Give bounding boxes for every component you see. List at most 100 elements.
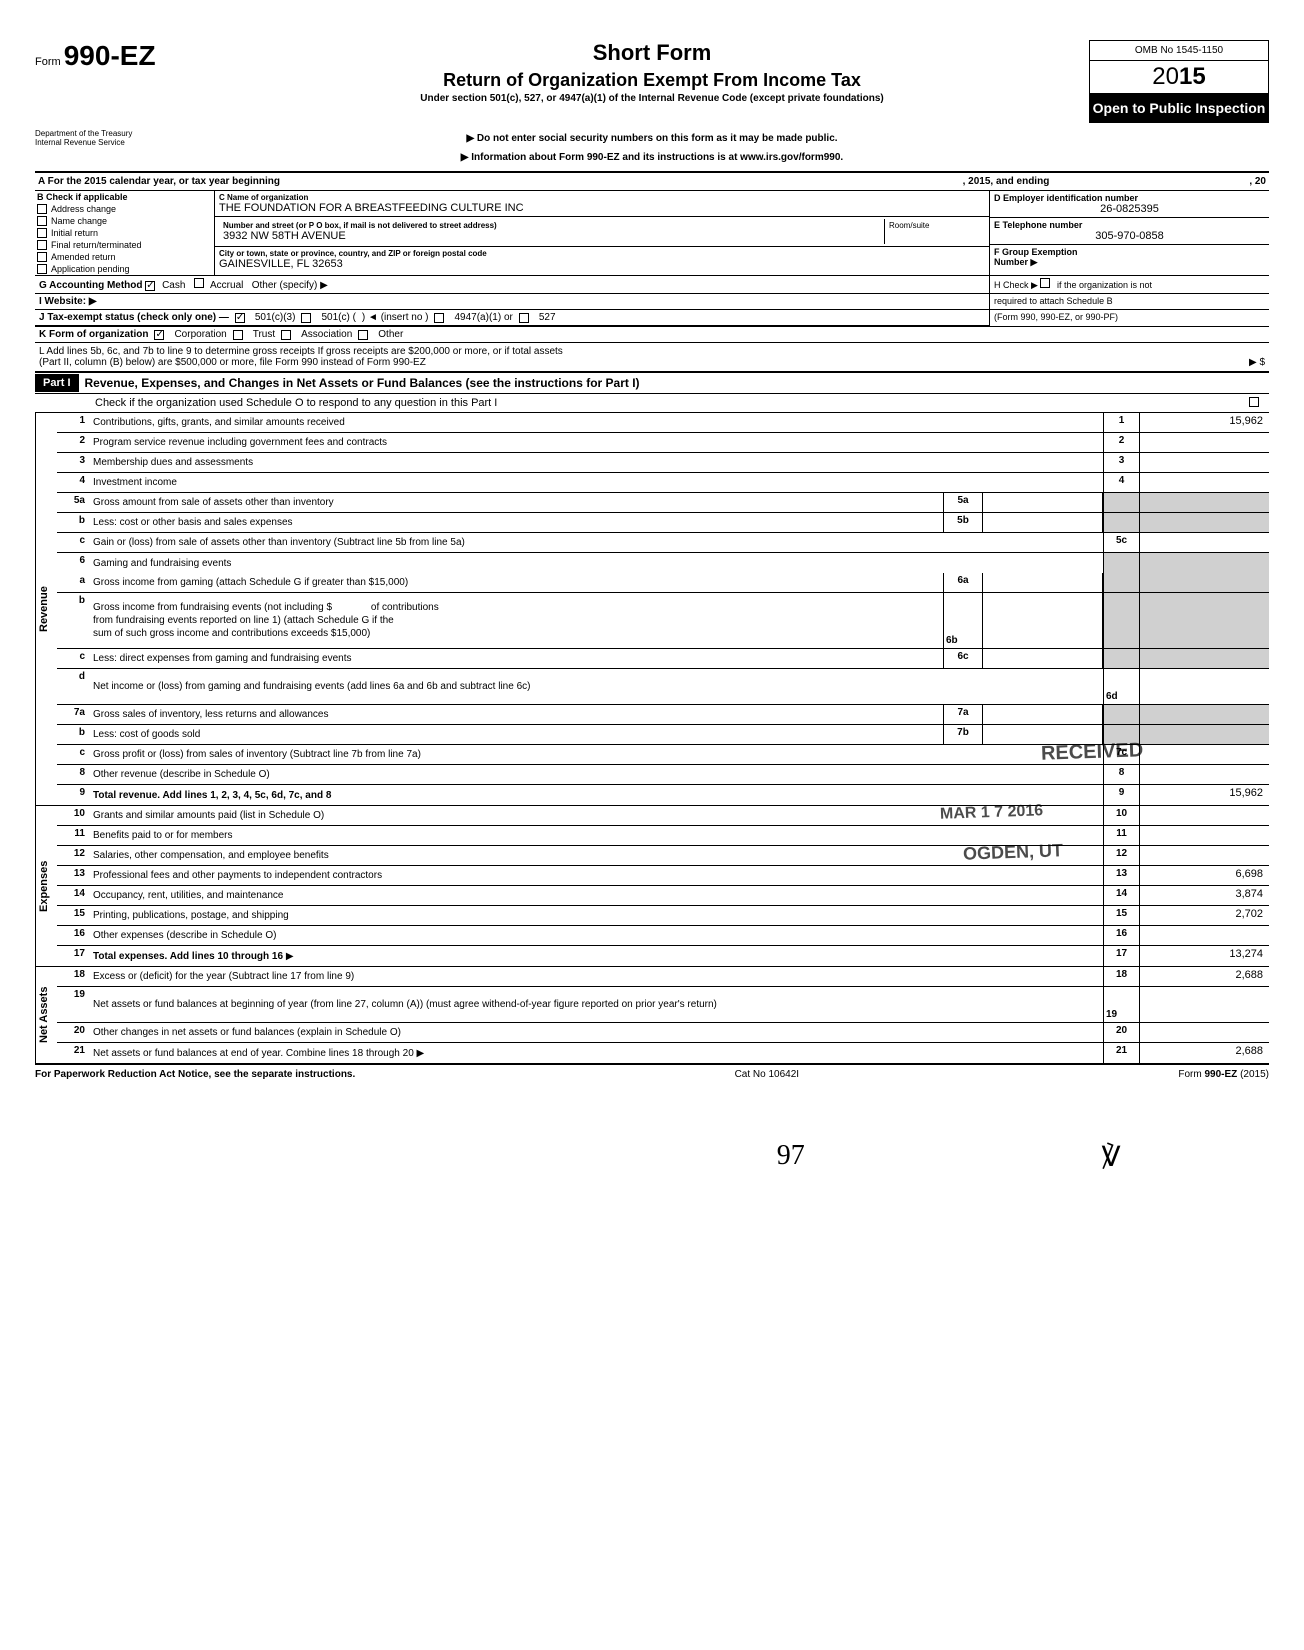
line-8: 8Other revenue (describe in Schedule O)8: [57, 765, 1269, 785]
check-final[interactable]: Final return/terminated: [35, 239, 214, 251]
line-18: 18Excess or (deficit) for the year (Subt…: [57, 967, 1269, 987]
line-6b: bGross income from fundraising events (n…: [57, 593, 1269, 649]
line-7c: cGross profit or (loss) from sales of in…: [57, 745, 1269, 765]
line-20: 20Other changes in net assets or fund ba…: [57, 1023, 1269, 1043]
part1-title: Revenue, Expenses, and Changes in Net As…: [79, 373, 1269, 393]
title-under: Under section 501(c), 527, or 4947(a)(1)…: [225, 93, 1079, 104]
footer-left: For Paperwork Reduction Act Notice, see …: [35, 1069, 355, 1080]
side-expenses: Expenses: [35, 806, 57, 966]
footer-mid: Cat No 10642I: [735, 1069, 800, 1080]
header-notes: Do not enter social security numbers on …: [215, 125, 1089, 171]
line-6: 6Gaming and fundraising events: [57, 553, 1269, 573]
title-return: Return of Organization Exempt From Incom…: [225, 70, 1079, 91]
line-10: 10Grants and similar amounts paid (list …: [57, 806, 1269, 826]
header-right-boxes: OMB No 1545-1150 2015 Open to Public Ins…: [1089, 40, 1269, 123]
street: 3932 NW 58TH AVENUE: [223, 230, 880, 242]
line-5c: cGain or (loss) from sale of assets othe…: [57, 533, 1269, 553]
row-gh: G Accounting Method Cash Accrual Other (…: [35, 276, 1269, 294]
val-13: 6,698: [1139, 866, 1269, 885]
check-501c3[interactable]: [235, 313, 245, 323]
check-trust[interactable]: [233, 330, 243, 340]
form-header: Form 990-EZ Short Form Return of Organiz…: [35, 40, 1269, 123]
line-9: 9Total revenue. Add lines 1, 2, 3, 4, 5c…: [57, 785, 1269, 805]
check-cash[interactable]: [145, 281, 155, 291]
line-16: 16Other expenses (describe in Schedule O…: [57, 926, 1269, 946]
val-14: 3,874: [1139, 886, 1269, 905]
block-def: D Employer identification number 26-0825…: [989, 191, 1269, 275]
line-12: 12Salaries, other compensation, and empl…: [57, 846, 1269, 866]
line-5a: 5aGross amount from sale of assets other…: [57, 493, 1269, 513]
check-assoc[interactable]: [281, 330, 291, 340]
city: GAINESVILLE, FL 32653: [219, 258, 985, 270]
group-exemption: F Group Exemption Number ▶: [990, 245, 1269, 270]
mark-97: 97: [777, 1140, 805, 1174]
form-prefix: Form: [35, 56, 61, 68]
org-name: THE FOUNDATION FOR A BREASTFEEDING CULTU…: [219, 202, 985, 214]
check-pending[interactable]: Application pending: [35, 263, 214, 275]
accounting-method: G Accounting Method Cash Accrual Other (…: [35, 276, 989, 293]
room-suite: Room/suite: [885, 219, 985, 244]
check-amended[interactable]: Amended return: [35, 251, 214, 263]
check-address[interactable]: Address change: [35, 203, 214, 215]
netassets-section: Net Assets 18Excess or (deficit) for the…: [35, 967, 1269, 1065]
val-1: 15,962: [1139, 413, 1269, 432]
line-6d: dNet income or (loss) from gaming and fu…: [57, 669, 1269, 705]
city-row: City or town, state or province, country…: [215, 247, 989, 272]
dept-treasury: Department of the Treasury Internal Reve…: [35, 125, 215, 171]
line-21: 21Net assets or fund balances at end of …: [57, 1043, 1269, 1063]
check-527[interactable]: [519, 313, 529, 323]
h-check-2: required to attach Schedule B: [989, 294, 1269, 309]
line-17: 17Total expenses. Add lines 10 through 1…: [57, 946, 1269, 966]
line-5b: bLess: cost or other basis and sales exp…: [57, 513, 1269, 533]
row-l: L Add lines 5b, 6c, and 7b to line 9 to …: [35, 343, 1269, 373]
line-14: 14Occupancy, rent, utilities, and mainte…: [57, 886, 1269, 906]
line-7a: 7aGross sales of inventory, less returns…: [57, 705, 1269, 725]
val-17: 13,274: [1139, 946, 1269, 966]
line-6a: aGross income from gaming (attach Schedu…: [57, 573, 1269, 593]
website-label: I Website: ▶: [39, 296, 97, 307]
val-21: 2,688: [1139, 1043, 1269, 1063]
section-bcdef: B Check if applicable Address change Nam…: [35, 191, 1269, 276]
check-corp[interactable]: [154, 330, 164, 340]
row-i: I Website: ▶ required to attach Schedule…: [35, 294, 1269, 310]
phone-row: E Telephone number 305-970-0858: [990, 218, 1269, 245]
val-18: 2,688: [1139, 967, 1269, 986]
revenue-section: Revenue 1Contributions, gifts, grants, a…: [35, 413, 1269, 806]
org-name-row: C Name of organization THE FOUNDATION FO…: [215, 191, 989, 217]
check-sched-o[interactable]: [1249, 397, 1259, 407]
line-15: 15Printing, publications, postage, and s…: [57, 906, 1269, 926]
val-15: 2,702: [1139, 906, 1269, 925]
line-11: 11Benefits paid to or for members11: [57, 826, 1269, 846]
row-k: K Form of organization Corporation Trust…: [35, 327, 1269, 343]
check-other-org[interactable]: [358, 330, 368, 340]
row-j: J Tax-exempt status (check only one) — 5…: [35, 310, 1269, 327]
line-6c: cLess: direct expenses from gaming and f…: [57, 649, 1269, 669]
val-9: 15,962: [1139, 785, 1269, 805]
form-number-block: Form 990-EZ: [35, 40, 215, 72]
block-c: C Name of organization THE FOUNDATION FO…: [215, 191, 989, 275]
line-2: 2Program service revenue including gover…: [57, 433, 1269, 453]
ein: 26-0825395: [994, 203, 1265, 215]
part1-header: Part I Revenue, Expenses, and Changes in…: [35, 373, 1269, 394]
line-19: 19Net assets or fund balances at beginni…: [57, 987, 1269, 1023]
line-4: 4Investment income4: [57, 473, 1269, 493]
check-name[interactable]: Name change: [35, 215, 214, 227]
open-inspection: Open to Public Inspection: [1089, 94, 1269, 123]
check-initial[interactable]: Initial return: [35, 227, 214, 239]
stamp-date: MAR 1 7 2016: [940, 802, 1044, 824]
check-h[interactable]: [1040, 278, 1050, 288]
page-footer: For Paperwork Reduction Act Notice, see …: [35, 1065, 1269, 1080]
check-4947[interactable]: [434, 313, 444, 323]
check-501c[interactable]: [301, 313, 311, 323]
check-accrual[interactable]: [194, 278, 204, 288]
h-check: H Check ▶ if the organization is not: [989, 276, 1269, 293]
side-revenue: Revenue: [35, 413, 57, 805]
line-1: 1Contributions, gifts, grants, and simil…: [57, 413, 1269, 433]
title-short-form: Short Form: [225, 40, 1079, 66]
stamp-received: RECEIVED: [1040, 739, 1143, 766]
ein-row: D Employer identification number 26-0825…: [990, 191, 1269, 218]
line-a: A For the 2015 calendar year, or tax yea…: [35, 173, 1269, 191]
street-row: Number and street (or P O box, if mail i…: [215, 217, 989, 247]
phone: 305-970-0858: [994, 230, 1265, 242]
dept-row: Department of the Treasury Internal Reve…: [35, 125, 1269, 173]
